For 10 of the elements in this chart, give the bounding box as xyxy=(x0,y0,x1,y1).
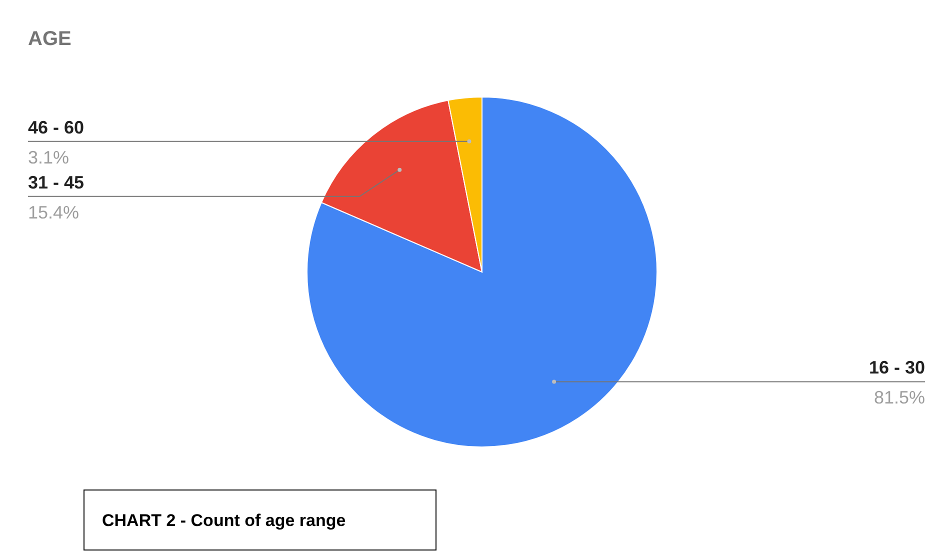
caption: CHART 2 - Count of age range xyxy=(102,511,346,530)
data-label: 3.1% xyxy=(28,147,70,168)
data-label: 81.5% xyxy=(874,388,925,408)
slice-label: 46 - 60 xyxy=(28,117,84,138)
pie-slice xyxy=(306,96,658,448)
chart-title: AGE xyxy=(28,28,72,50)
pie-slice xyxy=(320,100,482,272)
data-label: 15.4% xyxy=(28,202,80,222)
slice-label: 31 - 45 xyxy=(28,172,84,192)
slice-label: 16 - 30 xyxy=(868,358,925,378)
